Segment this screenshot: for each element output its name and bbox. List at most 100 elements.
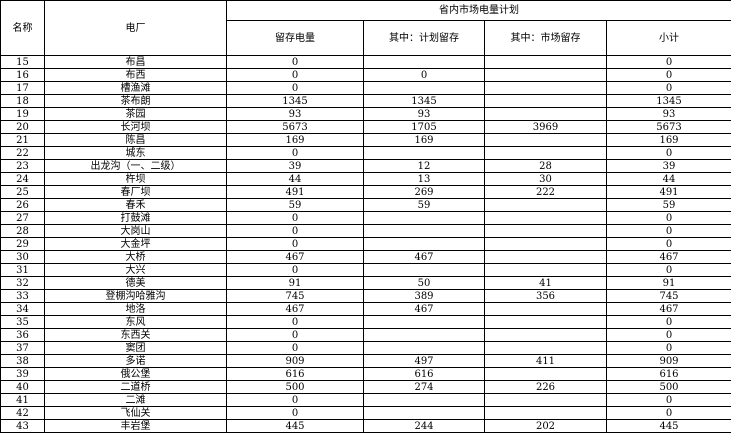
planned-retained-cell [363, 341, 485, 355]
row-number-cell: 26 [0, 198, 45, 212]
retained-cell: 616 [226, 367, 364, 381]
row-number-cell: 35 [0, 315, 45, 329]
market-retained-cell: 222 [484, 185, 607, 199]
planned-retained-cell [363, 263, 485, 277]
planned-retained-cell: 169 [363, 133, 485, 147]
market-retained-cell: 30 [484, 172, 607, 186]
table-row: 26 春禾 59 59 59 [0, 198, 731, 212]
retained-cell: 0 [226, 341, 364, 355]
plant-name-cell: 茶园 [44, 107, 227, 121]
market-retained-cell [484, 133, 607, 147]
table-row: 19 茶园 93 93 93 [0, 107, 731, 121]
header-subtotal: 小计 [606, 20, 731, 56]
table-row: 38 多诺 909 497 411 909 [0, 354, 731, 368]
row-number-cell: 20 [0, 120, 45, 134]
plant-name-cell: 大金坪 [44, 237, 227, 251]
plant-name-cell: 窦团 [44, 341, 227, 355]
table-row: 22 城东 0 0 [0, 146, 731, 160]
market-retained-cell: 28 [484, 159, 607, 173]
subtotal-cell: 0 [606, 328, 731, 342]
market-retained-cell [484, 367, 607, 381]
retained-cell: 0 [226, 237, 364, 251]
planned-retained-cell: 93 [363, 107, 485, 121]
retained-cell: 0 [226, 224, 364, 238]
row-number-cell: 18 [0, 94, 45, 108]
subtotal-cell: 445 [606, 419, 731, 433]
subtotal-cell: 467 [606, 250, 731, 264]
retained-cell: 169 [226, 133, 364, 147]
retained-cell: 0 [226, 211, 364, 225]
plant-name-cell: 二道桥 [44, 380, 227, 394]
table-row: 35 东风 0 0 [0, 315, 731, 329]
retained-cell: 745 [226, 289, 364, 303]
plant-name-cell: 东西关 [44, 328, 227, 342]
plant-name-cell: 槽渔滩 [44, 81, 227, 95]
market-retained-cell [484, 341, 607, 355]
market-retained-cell [484, 302, 607, 316]
plant-name-cell: 春厂坝 [44, 185, 227, 199]
planned-retained-cell: 1705 [363, 120, 485, 134]
planned-retained-cell: 389 [363, 289, 485, 303]
header-group-title: 省内市场电量计划 [226, 0, 731, 21]
planned-retained-cell: 13 [363, 172, 485, 186]
market-retained-cell: 356 [484, 289, 607, 303]
table-row: 20 长河坝 5673 1705 3969 5673 [0, 120, 731, 134]
retained-cell: 1345 [226, 94, 364, 108]
row-number-cell: 43 [0, 419, 45, 433]
row-number-cell: 34 [0, 302, 45, 316]
retained-cell: 0 [226, 328, 364, 342]
retained-cell: 44 [226, 172, 364, 186]
plant-name-cell: 茶布朗 [44, 94, 227, 108]
retained-cell: 0 [226, 55, 364, 69]
planned-retained-cell: 12 [363, 159, 485, 173]
retained-cell: 5673 [226, 120, 364, 134]
table-row: 17 槽渔滩 0 0 [0, 81, 731, 95]
retained-cell: 39 [226, 159, 364, 173]
header-row-sub: 留存电量 其中：计划留存 其中：市场留存 小计 [1, 20, 731, 56]
subtotal-cell: 59 [606, 198, 731, 212]
retained-cell: 0 [226, 81, 364, 95]
subtotal-cell: 91 [606, 276, 731, 290]
plant-name-cell: 城东 [44, 146, 227, 160]
market-retained-cell [484, 211, 607, 225]
row-number-cell: 39 [0, 367, 45, 381]
plant-name-cell: 打鼓滩 [44, 211, 227, 225]
plant-name-cell: 俄公堡 [44, 367, 227, 381]
plant-name-cell: 大兴 [44, 263, 227, 277]
market-retained-cell [484, 263, 607, 277]
table-row: 27 打鼓滩 0 0 [0, 211, 731, 225]
row-number-cell: 36 [0, 328, 45, 342]
row-number-cell: 22 [0, 146, 45, 160]
market-retained-cell [484, 94, 607, 108]
subtotal-cell: 0 [606, 406, 731, 420]
planned-retained-cell [363, 211, 485, 225]
market-retained-cell [484, 224, 607, 238]
table-row: 21 陈昌 169 169 169 [0, 133, 731, 147]
market-retained-cell [484, 250, 607, 264]
row-number-cell: 17 [0, 81, 45, 95]
subtotal-cell: 745 [606, 289, 731, 303]
subtotal-cell: 500 [606, 380, 731, 394]
planned-retained-cell [363, 406, 485, 420]
subtotal-cell: 0 [606, 81, 731, 95]
table-row: 32 德美 91 50 41 91 [0, 276, 731, 290]
planned-retained-cell: 1345 [363, 94, 485, 108]
planned-retained-cell: 0 [363, 68, 485, 82]
planned-retained-cell [363, 224, 485, 238]
market-retained-cell: 411 [484, 354, 607, 368]
plant-name-cell: 德美 [44, 276, 227, 290]
planned-retained-cell: 497 [363, 354, 485, 368]
subtotal-cell: 5673 [606, 120, 731, 134]
row-number-cell: 16 [0, 68, 45, 82]
subtotal-cell: 44 [606, 172, 731, 186]
market-retained-cell [484, 237, 607, 251]
header-plant: 电厂 [44, 0, 227, 56]
table-row: 42 飞仙关 0 0 [0, 406, 731, 420]
row-number-cell: 21 [0, 133, 45, 147]
retained-cell: 909 [226, 354, 364, 368]
retained-cell: 0 [226, 68, 364, 82]
row-number-cell: 33 [0, 289, 45, 303]
planned-retained-cell [363, 393, 485, 407]
row-number-cell: 25 [0, 185, 45, 199]
table-row: 16 布西 0 0 0 [0, 68, 731, 82]
